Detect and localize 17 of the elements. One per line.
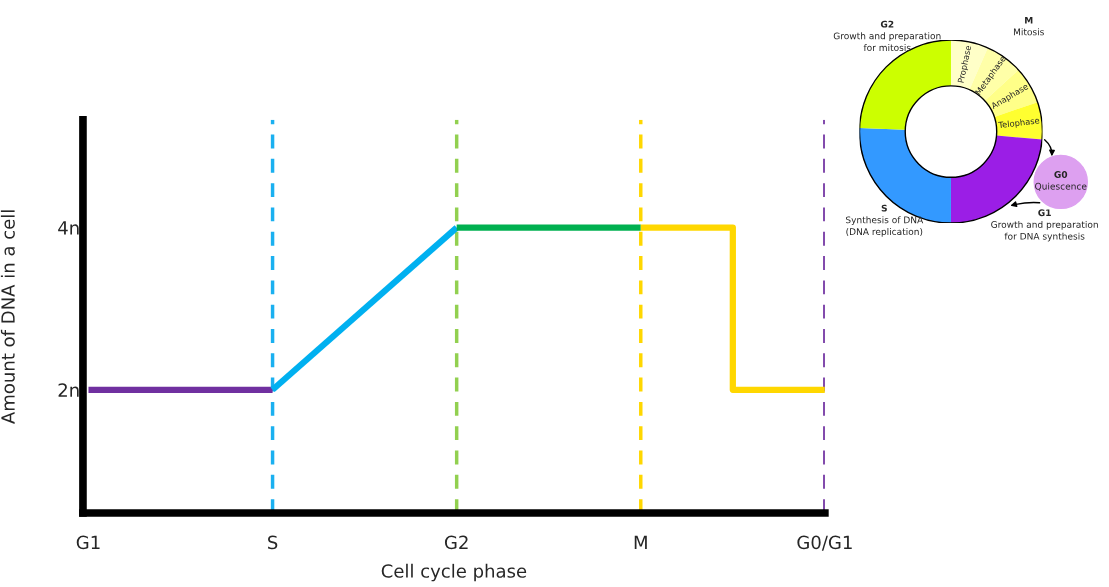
slice-label: Telophase [998,116,1040,130]
x-axis-title: Cell cycle phase [381,563,527,582]
y-tick-label: 4n [58,221,79,235]
x-tick-label: G0/G1 [797,535,852,551]
y-tick-label: 2n [58,383,79,397]
slice-label: G2 Growth and preparation for mitosis [833,20,941,52]
x-tick-label: G1 [76,535,100,550]
text: M Mitosis [1013,16,1044,36]
x-tick-label: G2 [444,535,468,550]
slice-label: S Synthesis of DNA (DNA replication) [845,204,924,237]
x-tick-label: S [268,535,278,550]
donut-slice [859,40,951,130]
slice-label: G1 Growth and preparation for DNA synthesis [991,209,1098,242]
slice-label: Prophase [957,45,973,84]
y-axis-title: Amount of DNA in a cell [0,210,15,424]
text: G0 Quiescence [1035,171,1087,191]
x-tick-label: M [634,535,647,549]
